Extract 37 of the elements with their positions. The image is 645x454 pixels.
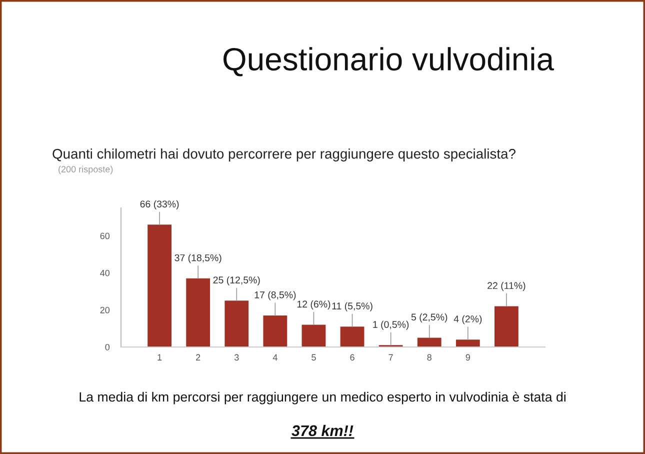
data-label: 17 (8,5%) [254, 291, 296, 300]
x-tick-label: 3 [234, 354, 239, 361]
x-tick-label: 7 [388, 354, 393, 360]
bar [417, 338, 442, 347]
x-tick-label: 5 [312, 354, 316, 361]
y-tick-label: 0 [105, 344, 110, 350]
text: La media di km percorsi per raggiungere un medico esperto in vulvodinia è stata di [80, 392, 566, 404]
text: (200 risposte) [58, 166, 113, 174]
y-tick-label: 60 [100, 232, 110, 240]
bar [263, 315, 288, 347]
data-label: 37 (18,5%) [174, 254, 222, 264]
x-tick-label: 4 [272, 354, 278, 360]
x-tick-label: 6 [350, 354, 354, 361]
data-label: 25 (12,5%) [213, 276, 260, 286]
chart-subtitle: Quanti chilometri hai dovuto percorrere per raggiungere questo specialista? [52, 148, 516, 162]
bar [494, 306, 518, 347]
data-label: 22 (11%) [488, 282, 526, 291]
data-label: 4 (2%) [454, 315, 482, 324]
x-tick-label: 9 [466, 354, 470, 361]
data-label: 5 (2,5%) [411, 313, 448, 322]
chart-title: Questionario vulvodinia [223, 47, 554, 76]
data-label: 11 (5,5%) [332, 302, 372, 312]
text: 378 km!! [292, 424, 354, 436]
bar [456, 340, 480, 347]
data-label: 1 (0,5%) [373, 320, 409, 330]
bar [302, 324, 326, 347]
bar [224, 300, 249, 347]
y-tick-label: 40 [100, 270, 110, 276]
y-tick-label: 20 [100, 306, 110, 314]
bar [340, 326, 364, 347]
x-tick-label: 1 [158, 354, 162, 360]
x-tick-label: 8 [427, 354, 432, 361]
bar [186, 278, 210, 347]
bar [148, 224, 172, 347]
data-label: 12 (6%) [297, 300, 330, 310]
data-label: 66 (33%) [140, 200, 179, 210]
x-tick-label: 2 [196, 354, 200, 360]
